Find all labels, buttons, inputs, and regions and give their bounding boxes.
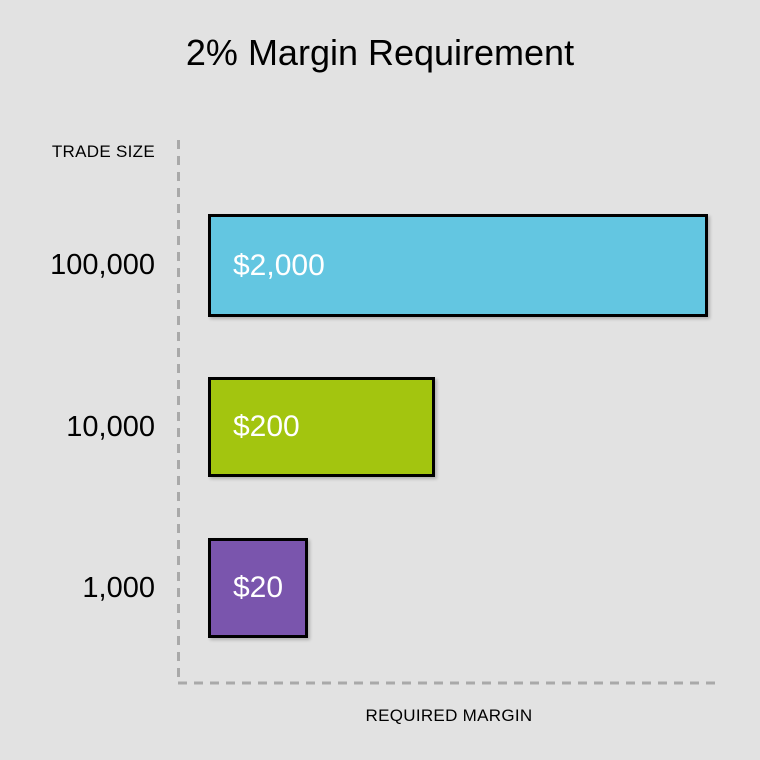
bar-100000: $2,000 (208, 214, 708, 317)
bar-10000: $200 (208, 377, 435, 477)
bar-value-label-20: $20 (233, 571, 284, 604)
category-label-1000: 1,000 (82, 572, 155, 604)
x-axis-title: REQUIRED MARGIN (365, 706, 533, 725)
y-axis-title: TRADE SIZE (51, 142, 155, 161)
bar-value-label-2000: $2,000 (233, 248, 325, 282)
category-label-100000: 100,000 (50, 249, 155, 281)
chart-title: 2% Margin Requirement (185, 32, 575, 73)
bar-1000: $20 (208, 538, 308, 638)
bar-value-label-200: $200 (233, 410, 300, 443)
category-label-10000: 10,000 (66, 411, 155, 443)
